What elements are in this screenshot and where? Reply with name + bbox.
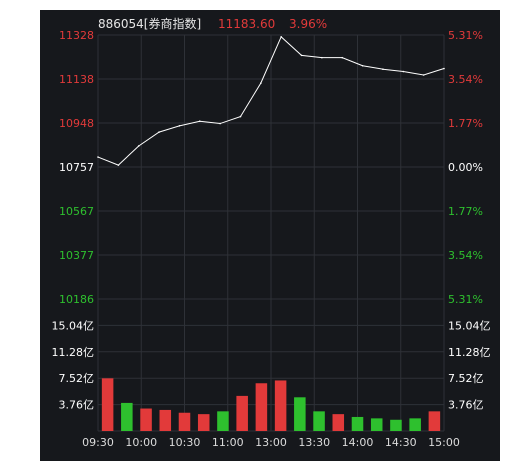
- time-tick-label: 14:30: [385, 436, 417, 449]
- price-point: [422, 74, 425, 76]
- time-tick-label: 10:00: [125, 436, 157, 449]
- price-point: [178, 125, 181, 127]
- pct-tick-label: 5.31%: [448, 293, 483, 306]
- price-point: [117, 164, 120, 166]
- volume-tick-label: 11.28亿: [448, 346, 491, 359]
- volume-tick-label: 15.04亿: [448, 319, 491, 332]
- price-point: [361, 64, 364, 67]
- volume-bar: [178, 412, 191, 431]
- price-tick-label: 11328: [59, 29, 94, 42]
- pct-tick-label: 5.31%: [448, 29, 483, 42]
- volume-bar: [217, 411, 229, 431]
- volume-bar: [159, 409, 172, 431]
- index-change-pct: 3.96%: [289, 17, 327, 31]
- volume-bar: [140, 408, 152, 431]
- volume-tick-label: 7.52亿: [59, 372, 95, 385]
- volume-bar: [409, 418, 421, 431]
- volume-bar: [255, 383, 268, 431]
- price-point: [260, 82, 262, 84]
- price-line-series: [97, 36, 445, 166]
- volume-bar: [332, 414, 345, 431]
- price-tick-label: 10186: [59, 293, 94, 306]
- volume-bar: [274, 380, 287, 431]
- price-point: [97, 156, 99, 158]
- price-point: [198, 120, 201, 123]
- time-tick-label: 13:00: [255, 436, 287, 449]
- volume-bar: [236, 395, 248, 431]
- volume-axis-left: 15.04亿 11.28亿 7.52亿 3.76亿: [52, 319, 95, 411]
- price-tick-label: 10948: [59, 117, 94, 130]
- chart-background: [40, 10, 500, 461]
- price-tick-label: 10567: [59, 205, 94, 218]
- intraday-chart: 886054[券商指数] 11183.60 3.96% 11328 11138 10…: [40, 10, 500, 461]
- price-point: [341, 56, 344, 59]
- pct-tick-label: 1.77%: [448, 117, 483, 130]
- volume-bar: [294, 397, 306, 431]
- pct-tick-label: 3.54%: [448, 249, 483, 262]
- price-point: [321, 56, 323, 59]
- price-line: [97, 36, 445, 166]
- volume-bar: [101, 378, 114, 431]
- price-point: [280, 36, 282, 38]
- price-point: [382, 68, 384, 71]
- volume-axis-right: 15.04亿 11.28亿 7.52亿 3.76亿: [448, 319, 491, 411]
- time-tick-label: 09:30: [82, 436, 114, 449]
- volume-bars: [101, 378, 441, 431]
- chart-header: 886054[券商指数] 11183.60 3.96%: [98, 16, 327, 31]
- price-point: [239, 115, 242, 118]
- price-point: [402, 70, 405, 73]
- time-tick-label: 13:30: [298, 436, 330, 449]
- pct-tick-label: 3.54%: [448, 73, 483, 86]
- pct-axis-right: 5.31% 3.54% 1.77% 0.00% 1.77% 3.54% 5.31%: [448, 29, 483, 306]
- time-axis: 09:30 10:00 10:30 11:00 13:00 13:30 14:00 14:30…: [82, 436, 460, 449]
- price-point: [219, 122, 221, 125]
- price-point: [158, 131, 160, 133]
- price-point: [443, 67, 445, 70]
- price-axis-left: 11328 11138 10948 10757 10567 10377 10186: [59, 29, 94, 306]
- volume-tick-label: 3.76亿: [448, 399, 484, 412]
- time-tick-label: 15:00: [428, 436, 460, 449]
- index-code-name: 886054[券商指数]: [98, 16, 201, 31]
- volume-bar: [121, 402, 133, 431]
- volume-tick-label: 3.76亿: [59, 399, 95, 412]
- pct-tick-label: 1.77%: [448, 205, 483, 218]
- pct-tick-label: 0.00%: [448, 161, 483, 174]
- time-tick-label: 14:00: [342, 436, 374, 449]
- volume-bar: [390, 419, 402, 431]
- volume-tick-label: 7.52亿: [448, 372, 484, 385]
- price-tick-label: 11138: [59, 73, 94, 86]
- price-point: [300, 54, 303, 57]
- grid-lines: [97, 34, 445, 432]
- price-tick-label: 10757: [59, 161, 94, 174]
- chart-panel: 886054[券商指数] 11183.60 3.96% 11328 11138 10…: [40, 10, 500, 461]
- volume-bar: [351, 416, 364, 431]
- time-tick-label: 10:30: [169, 436, 201, 449]
- volume-bar: [197, 414, 210, 431]
- volume-tick-label: 15.04亿: [52, 319, 95, 332]
- index-price: 11183.60: [218, 17, 275, 31]
- time-tick-label: 11:00: [212, 436, 244, 449]
- volume-bar: [428, 411, 441, 431]
- price-tick-label: 10377: [59, 249, 94, 262]
- volume-bar: [370, 418, 383, 431]
- volume-bar: [313, 411, 325, 431]
- volume-tick-label: 11.28亿: [52, 346, 95, 359]
- price-point: [137, 145, 140, 147]
